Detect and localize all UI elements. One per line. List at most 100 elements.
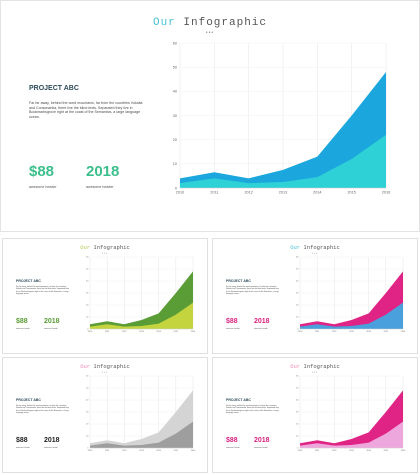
- x-tick-label: 2013: [349, 331, 354, 333]
- y-tick-label: 20: [296, 305, 299, 307]
- y-tick-label: 10: [296, 317, 299, 319]
- x-tick-label: 2011: [105, 450, 110, 452]
- x-tick-label: 2014: [156, 450, 161, 452]
- y-tick-label: 10: [86, 436, 89, 438]
- title-rest: Infographic: [90, 363, 130, 370]
- y-tick-label: 10: [173, 162, 177, 166]
- title-dots: •••: [311, 251, 319, 255]
- y-tick-label: 0: [87, 329, 89, 331]
- y-tick-label: 30: [296, 293, 299, 295]
- y-tick-label: 0: [87, 448, 89, 450]
- title-rest: Infographic: [90, 244, 130, 251]
- y-tick-label: 50: [173, 65, 177, 69]
- slide-title: Our Infographic: [213, 363, 417, 370]
- x-tick-label: 2012: [244, 190, 252, 194]
- y-tick-label: 30: [296, 412, 299, 414]
- x-tick-label: 2010: [176, 190, 184, 194]
- x-tick-label: 2014: [366, 450, 371, 452]
- area-chart: 0 10 20 30 40 50 60 2010 2011 2012 2013 2014 2015 201…: [296, 376, 406, 452]
- area-series-2: [300, 421, 403, 448]
- project-description: Far far away, behind the word mountains,…: [16, 405, 69, 414]
- y-tick-label: 60: [173, 41, 177, 45]
- stat-caption-2: awesome header: [86, 185, 114, 189]
- x-tick-label: 2013: [279, 190, 287, 194]
- x-tick-label: 2011: [315, 331, 320, 333]
- area-chart: 0 10 20 30 40 50 60 2010 2011 2012 2013 2014 2015 201…: [173, 41, 391, 194]
- x-tick-label: 2012: [332, 450, 337, 452]
- y-tick-label: 10: [296, 436, 299, 438]
- y-tick-label: 0: [297, 329, 299, 331]
- stat-value-1: $88: [29, 163, 55, 180]
- area-series-1: [90, 390, 193, 448]
- slide-title: Our Infographic: [3, 363, 207, 370]
- x-tick-label: 2010: [298, 331, 303, 333]
- stat-value-1: $88: [226, 318, 238, 325]
- slide-title: Our Infographic: [213, 244, 417, 251]
- stat-value-1: $88: [16, 437, 28, 444]
- title-dots: •••: [205, 30, 215, 36]
- main-slide[interactable]: Our Infographic ••• PROJECT ABC Far far …: [0, 0, 420, 232]
- x-tick-label: 2015: [174, 450, 179, 452]
- stat-value-1: $88: [16, 318, 28, 325]
- x-tick-label: 2014: [156, 331, 161, 333]
- stat-caption-2: awesome header: [44, 447, 58, 449]
- area-series-1: [90, 271, 193, 329]
- y-tick-label: 40: [86, 281, 89, 283]
- y-tick-label: 30: [86, 412, 89, 414]
- x-tick-label: 2013: [139, 450, 144, 452]
- y-tick-label: 50: [296, 388, 299, 390]
- project-title: PROJECT ABC: [29, 85, 79, 92]
- title-rest: Infographic: [300, 244, 340, 251]
- x-tick-label: 2012: [122, 450, 127, 452]
- variant-slide-green[interactable]: Our Infographic ••• PROJECT ABC Far far awa…: [2, 238, 208, 354]
- y-tick-label: 50: [86, 269, 89, 271]
- stat-caption-1: awesome header: [16, 328, 30, 330]
- y-tick-label: 0: [297, 448, 299, 450]
- x-tick-label: 2010: [298, 450, 303, 452]
- project-description: Far far away, behind the word mountains,…: [29, 101, 143, 120]
- x-tick-label: 2012: [122, 331, 127, 333]
- stat-value-2: 2018: [254, 318, 270, 325]
- x-tick-label: 2016: [191, 331, 196, 333]
- area-chart: 0 10 20 30 40 50 60 2010 2011 2012 2013 2014 2015 201…: [296, 257, 406, 333]
- stat-caption-1: awesome header: [226, 447, 240, 449]
- y-tick-label: 20: [86, 305, 89, 307]
- x-tick-label: 2015: [384, 450, 389, 452]
- area-chart: 0 10 20 30 40 50 60 2010 2011 2012 2013 2014 2015 201…: [86, 257, 196, 333]
- slide-title: Our Infographic: [3, 244, 207, 251]
- stat-value-2: 2018: [44, 318, 60, 325]
- x-tick-label: 2012: [332, 331, 337, 333]
- x-tick-label: 2011: [315, 450, 320, 452]
- x-tick-label: 2016: [382, 190, 390, 194]
- x-tick-label: 2016: [401, 450, 406, 452]
- title-rest: Infographic: [175, 17, 268, 29]
- title-dots: •••: [101, 251, 109, 255]
- title-dots: •••: [311, 370, 319, 374]
- area-series-1: [300, 390, 403, 448]
- variant-slide-magenta-blue[interactable]: Our Infographic ••• PROJECT ABC Far far awa…: [212, 238, 418, 354]
- x-tick-label: 2015: [174, 331, 179, 333]
- stat-caption-2: awesome header: [254, 447, 268, 449]
- x-tick-label: 2010: [88, 450, 93, 452]
- x-tick-label: 2015: [347, 190, 355, 194]
- x-tick-label: 2011: [105, 331, 110, 333]
- y-tick-label: 10: [86, 317, 89, 319]
- title-dots: •••: [101, 370, 109, 374]
- y-tick-label: 50: [296, 269, 299, 271]
- x-tick-label: 2011: [210, 190, 218, 194]
- x-tick-label: 2013: [139, 331, 144, 333]
- stat-value-1: $88: [226, 437, 238, 444]
- x-tick-label: 2010: [88, 331, 93, 333]
- stat-value-2: 2018: [86, 163, 120, 180]
- project-title: PROJECT ABC: [226, 279, 251, 283]
- area-series-2: [300, 302, 403, 329]
- variant-slide-gray[interactable]: Our Infographic ••• PROJECT ABC Far far awa…: [2, 357, 208, 473]
- variant-slide-magenta-pink[interactable]: Our Infographic ••• PROJECT ABC Far far awa…: [212, 357, 418, 473]
- x-tick-label: 2016: [401, 331, 406, 333]
- y-tick-label: 20: [86, 424, 89, 426]
- title-accent: Our: [290, 244, 301, 251]
- title-accent: Our: [290, 363, 301, 370]
- stat-caption-1: awesome header: [226, 328, 240, 330]
- project-title: PROJECT ABC: [16, 398, 41, 402]
- y-tick-label: 40: [173, 90, 177, 94]
